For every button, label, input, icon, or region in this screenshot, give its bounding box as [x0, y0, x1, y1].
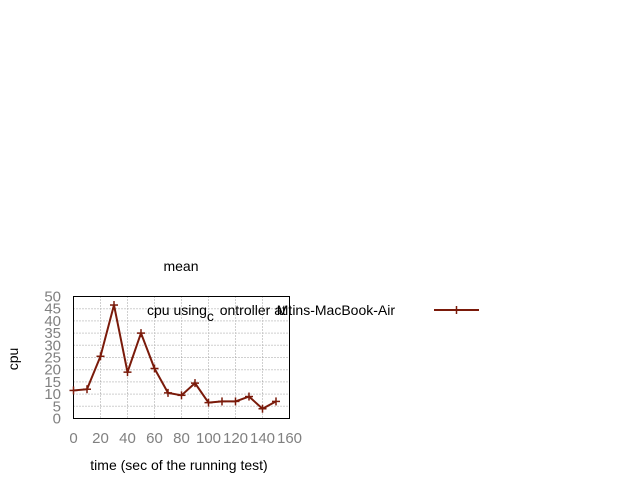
- x-tick-label: 120: [223, 430, 248, 447]
- data-point: [83, 385, 91, 394]
- data-point: [258, 404, 267, 413]
- x-tick-label: 160: [277, 430, 302, 447]
- x-tick-label: 20: [92, 430, 109, 447]
- legend-text-part-2: c: [207, 308, 214, 324]
- x-tick-label: 80: [173, 430, 190, 447]
- y-tick-label: 5: [53, 398, 61, 415]
- legend-text-part-3: ontroller at: [220, 302, 286, 318]
- x-tick-label: 60: [146, 430, 163, 447]
- y-axis-label: cpu: [5, 348, 21, 371]
- data-point: [69, 386, 78, 395]
- plot-frame: [73, 296, 290, 419]
- x-tick-label: 100: [196, 430, 221, 447]
- x-tick-labels: 0 20 40 60 80 100 120 140 160: [69, 430, 302, 447]
- data-point: [137, 329, 145, 338]
- x-tick-label: 140: [250, 430, 275, 447]
- legend-text-part-1: cpu using: [147, 302, 207, 318]
- grid-lines: [73, 296, 290, 419]
- series-line: [73, 304, 277, 410]
- data-point: [150, 364, 159, 373]
- y-tick-label: 45: [44, 301, 61, 318]
- data-point: [245, 392, 253, 401]
- x-axis-label: time (sec of the running test): [90, 457, 267, 473]
- y-tick-label: 35: [44, 325, 61, 342]
- legend-marker: [452, 306, 461, 314]
- y-tick-label: 15: [44, 374, 61, 391]
- data-point: [272, 397, 280, 406]
- legend-text-part-4: Mtins-MacBook-Air: [277, 302, 396, 318]
- data-point: [96, 352, 105, 361]
- y-tick-label: 0: [53, 411, 61, 428]
- y-tick-label: 10: [44, 386, 61, 403]
- data-point: [164, 388, 172, 397]
- data-point: [123, 368, 132, 377]
- legend: cpu using c ontroller at Mtins-MacBook-A…: [147, 302, 479, 324]
- x-tick-label: 0: [69, 430, 77, 447]
- data-point: [231, 397, 240, 406]
- y-tick-label: 30: [44, 337, 61, 354]
- data-point: [177, 391, 186, 400]
- data-point: [110, 301, 118, 310]
- y-tick-label: 25: [44, 350, 61, 367]
- data-point: [204, 398, 213, 407]
- x-tick-label: 40: [119, 430, 136, 447]
- y-tick-label: 20: [44, 362, 61, 379]
- y-tick-label: 40: [44, 313, 61, 330]
- series-group: [69, 301, 280, 413]
- legend-text: cpu using c ontroller at Mtins-MacBook-A…: [147, 302, 395, 324]
- data-point: [191, 379, 199, 388]
- chart-title: mean: [163, 258, 198, 274]
- data-point: [218, 397, 226, 406]
- y-tick-label: 50: [44, 289, 61, 306]
